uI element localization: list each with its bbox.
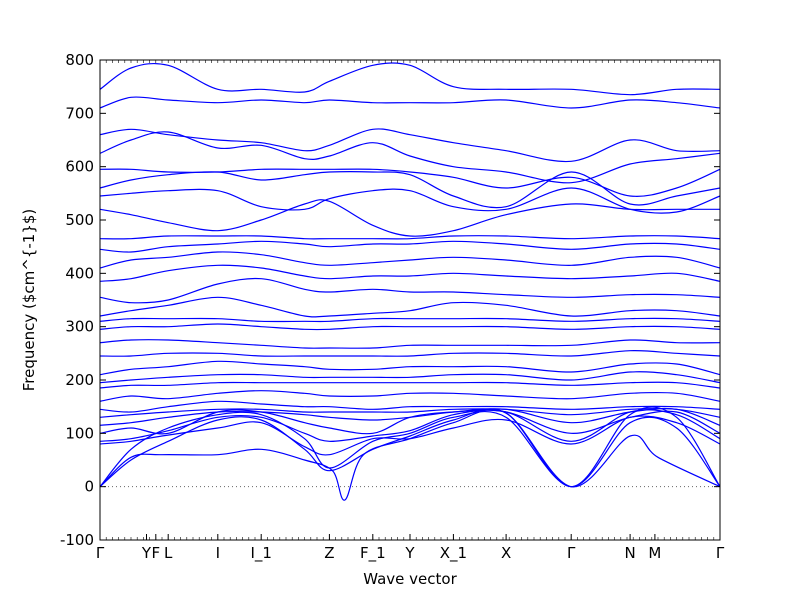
x-tick-label: X_1 <box>440 544 467 563</box>
x-tick-label: I_1 <box>250 544 271 563</box>
x-tick-label: Y <box>141 544 152 562</box>
y-tick-label: 700 <box>65 104 94 122</box>
x-axis-label: Wave vector <box>363 570 457 588</box>
x-tick-label: I <box>216 544 220 562</box>
band-line-22 <box>99 240 721 253</box>
x-tick-label: M <box>648 544 661 562</box>
x-tick-label: F <box>151 544 160 562</box>
band-line-25 <box>99 187 721 214</box>
y-tick-label: 300 <box>65 318 94 336</box>
y-tick-label: 0 <box>84 478 94 496</box>
band-line-14 <box>99 350 721 357</box>
band-line-17 <box>99 317 721 323</box>
band-line-2 <box>99 406 721 488</box>
x-tick-label: L <box>164 544 173 562</box>
band-series-group <box>99 62 721 501</box>
x-axis-ticks: Γ Y F L I I_1 Z F_1 Y X_1 X Γ N M Γ <box>96 60 725 563</box>
x-tick-label: Γ <box>96 544 105 562</box>
x-tick-label: F_1 <box>360 544 386 563</box>
y-tick-label: 400 <box>65 264 94 282</box>
band-line-16 <box>99 323 721 331</box>
x-tick-label: Γ <box>567 544 576 562</box>
band-line-12 <box>99 371 721 384</box>
y-tick-label: -100 <box>60 531 94 549</box>
band-line-13 <box>99 360 721 376</box>
band-line-4 <box>99 415 721 456</box>
band-line-3 <box>99 408 721 501</box>
band-line-26 <box>99 171 721 209</box>
band-line-24 <box>99 199 720 237</box>
band-line-29 <box>99 128 721 163</box>
band-line-15 <box>99 339 721 349</box>
y-tick-label: 800 <box>65 51 94 69</box>
x-tick-label: Z <box>324 544 334 562</box>
band-line-20 <box>99 264 721 282</box>
band-line-19 <box>99 277 721 304</box>
band-line-23 <box>99 235 721 240</box>
y-tick-label: 100 <box>65 424 94 442</box>
x-tick-label: Y <box>404 544 415 562</box>
x-tick-label: N <box>624 544 635 562</box>
band-line-27 <box>99 168 721 197</box>
y-axis-ticks: -100 0 100 200 300 400 500 600 700 800 <box>60 51 720 549</box>
band-line-8 <box>99 407 721 418</box>
band-line-31 <box>99 62 721 96</box>
band-line-18 <box>99 296 721 318</box>
y-axis-label: Frequency ($cm^{-1}$) <box>20 209 38 392</box>
band-line-21 <box>99 251 721 269</box>
y-tick-label: 500 <box>65 211 94 229</box>
band-line-10 <box>99 390 721 402</box>
band-line-6 <box>99 409 721 435</box>
band-line-30 <box>99 96 721 109</box>
band-line-5 <box>99 409 721 442</box>
y-tick-label: 600 <box>65 158 94 176</box>
band-line-7 <box>99 407 721 426</box>
x-tick-label: X <box>501 544 511 562</box>
band-line-9 <box>99 400 721 413</box>
x-tick-label: Γ <box>716 544 725 562</box>
band-line-11 <box>99 381 721 389</box>
y-tick-label: 200 <box>65 371 94 389</box>
